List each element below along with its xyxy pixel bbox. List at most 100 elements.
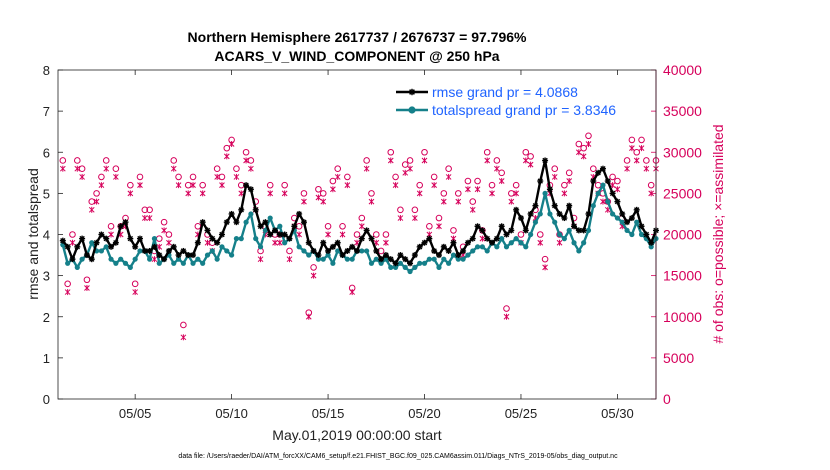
rmse-point xyxy=(117,223,124,230)
star-stroke xyxy=(93,240,100,246)
x-tick-label: 05/10 xyxy=(215,406,248,421)
obs-assimilated-marker xyxy=(69,239,76,246)
rmse-point xyxy=(329,243,336,250)
totalspread-point xyxy=(600,182,606,188)
totalspread-point xyxy=(118,256,124,262)
rmse-point xyxy=(262,219,269,226)
y-tick-label-right: 15000 xyxy=(663,268,702,284)
star-stroke xyxy=(566,203,572,209)
star-stroke xyxy=(409,89,415,95)
star-stroke xyxy=(171,244,177,250)
obs-assimilated-marker xyxy=(276,239,283,246)
star-stroke xyxy=(330,244,336,250)
obs-possible-marker xyxy=(503,305,510,312)
rmse-point xyxy=(633,206,640,213)
obs-assimilated-marker xyxy=(484,157,491,164)
star-stroke xyxy=(368,235,375,242)
obs-assimilated-marker xyxy=(556,239,563,246)
rmse-point xyxy=(402,256,409,263)
obs-possible-marker xyxy=(609,173,616,181)
star-stroke xyxy=(146,248,153,254)
rmse-point xyxy=(469,235,476,242)
totalspread-point xyxy=(547,211,553,217)
totalspread-point xyxy=(344,256,350,262)
obs-possible-marker xyxy=(647,181,655,189)
rmse-point xyxy=(609,190,616,197)
obs-assimilated-marker xyxy=(223,153,230,160)
obs-assimilated-marker xyxy=(180,334,187,341)
obs-possible-marker xyxy=(324,222,332,230)
obs-assimilated-marker xyxy=(494,165,500,172)
obs-assimilated-marker xyxy=(629,145,635,152)
rmse-point xyxy=(542,157,549,164)
totalspread-point xyxy=(455,256,461,262)
rmse-point xyxy=(108,243,115,250)
rmse-point xyxy=(305,239,312,246)
star-stroke xyxy=(595,170,601,176)
rmse-point xyxy=(585,210,592,217)
obs-assimilated-marker xyxy=(344,182,351,189)
totalspread-point xyxy=(624,227,630,233)
legend-label-rmse: rmse grand pr = 4.0868 xyxy=(432,84,578,100)
obs-possible-marker xyxy=(180,321,187,329)
obs-assimilated-marker xyxy=(228,141,235,148)
obs-possible-marker xyxy=(175,173,182,181)
obs-assimilated-marker xyxy=(132,289,139,296)
obs-assimilated-marker xyxy=(633,157,640,164)
obs-possible-marker xyxy=(310,264,317,271)
totalspread-point xyxy=(368,260,375,266)
obs-possible-marker xyxy=(401,161,409,168)
obs-possible-marker xyxy=(189,173,197,181)
obs-assimilated-marker xyxy=(305,313,312,320)
star-stroke xyxy=(388,256,394,262)
obs-possible-marker xyxy=(638,136,645,144)
obs-assimilated-marker xyxy=(248,165,254,172)
obs-assimilated-marker xyxy=(238,190,245,197)
star-stroke xyxy=(228,211,235,217)
rmse-point xyxy=(378,256,385,263)
obs-possible-marker xyxy=(411,206,419,214)
rmse-point xyxy=(334,239,341,246)
obs-assimilated-marker xyxy=(272,239,278,246)
totalspread-point xyxy=(585,227,592,233)
obs-possible-marker xyxy=(127,181,134,189)
totalspread-point xyxy=(513,236,519,242)
rmse-point xyxy=(98,231,105,238)
rmse-point xyxy=(146,247,153,254)
star-stroke xyxy=(84,252,90,258)
rmse-point xyxy=(643,231,650,238)
obs-possible-marker xyxy=(213,165,221,172)
obs-possible-marker xyxy=(83,276,91,284)
star-stroke xyxy=(199,219,206,225)
star-stroke xyxy=(498,223,505,229)
obs-possible-marker xyxy=(565,169,573,177)
totalspread-point xyxy=(373,256,379,262)
star-stroke xyxy=(224,219,230,225)
rmse-point xyxy=(64,243,71,250)
rmse-point xyxy=(161,256,168,263)
star-stroke xyxy=(74,244,80,250)
star-stroke xyxy=(624,219,630,225)
obs-possible-marker xyxy=(146,206,153,214)
y-tick-label-right: 30000 xyxy=(663,144,702,160)
obs-assimilated-marker xyxy=(103,165,110,172)
obs-possible-marker xyxy=(450,227,457,234)
star-stroke xyxy=(460,248,466,254)
obs-possible-marker xyxy=(102,157,110,164)
obs-assimilated-marker xyxy=(643,165,650,172)
rmse-point xyxy=(315,252,322,259)
totalspread-point xyxy=(484,248,490,254)
y-tick-label-left: 5 xyxy=(43,186,50,201)
y-axis-label-right: # of obs: o=possible; ×=assimilated xyxy=(710,124,726,343)
totalspread-point xyxy=(156,260,162,266)
obs-possible-marker xyxy=(247,157,255,164)
star-stroke xyxy=(634,207,640,213)
y-tick-label-left: 6 xyxy=(43,145,50,160)
star-stroke xyxy=(508,227,515,234)
totalspread-point xyxy=(190,260,196,266)
star-stroke xyxy=(89,256,95,262)
star-stroke xyxy=(556,211,563,217)
y-tick-label-right: 10000 xyxy=(663,309,702,325)
obs-assimilated-marker xyxy=(334,173,341,180)
y-tick-label-left: 8 xyxy=(43,63,50,78)
